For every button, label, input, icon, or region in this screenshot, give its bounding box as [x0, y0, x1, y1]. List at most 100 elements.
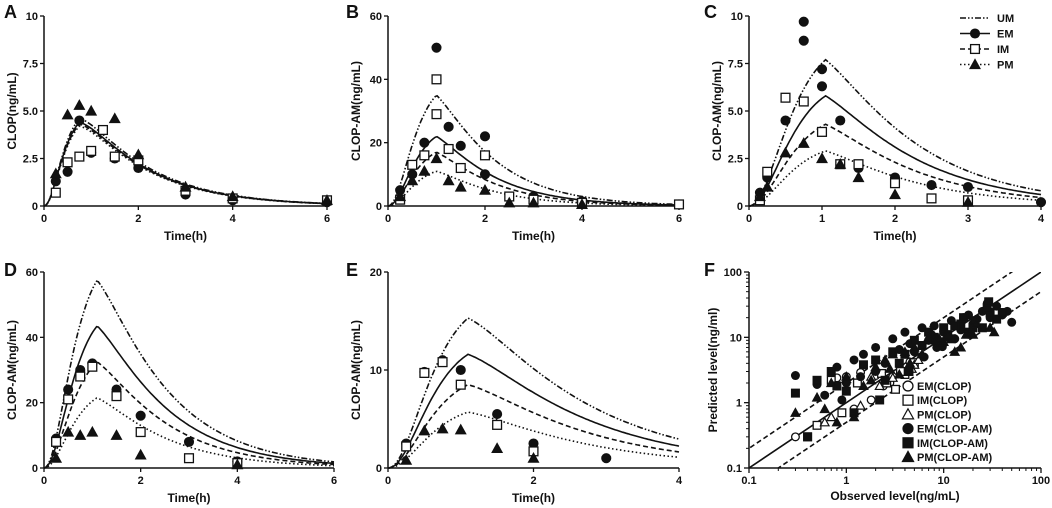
observed-point-im [109, 151, 120, 162]
curve-um [387, 317, 680, 469]
scatter-point [858, 360, 868, 370]
observed-point-em [798, 35, 809, 46]
observed-point-em [816, 64, 828, 75]
scatter-point [904, 357, 916, 368]
scatter-point [819, 416, 831, 427]
y-tick-label: 60 [370, 11, 382, 23]
observed-point-pm [85, 104, 98, 116]
x-axis-label: Time(h) [512, 229, 555, 243]
x-tick-label: 1 [843, 475, 849, 487]
legend-label: EM [997, 29, 1014, 41]
curve-pm [748, 150, 1042, 207]
x-tick-label: 4 [234, 475, 241, 487]
observed-point-em [419, 137, 430, 148]
scatter-point [855, 400, 866, 410]
scatter-point [866, 395, 876, 405]
legend-marker [902, 394, 914, 406]
curve-em [748, 94, 1042, 207]
observed-point-im [455, 379, 466, 390]
legend-label: PM(CLOP-AM) [917, 452, 992, 464]
curve-pm [387, 170, 679, 207]
y-tick-label: 2.5 [23, 154, 38, 166]
reference-line [776, 290, 1041, 468]
x-tick-label: 0 [385, 213, 391, 225]
observed-point-pm [454, 180, 467, 192]
legend-marker [969, 28, 981, 39]
legend-marker [969, 43, 981, 55]
scatter-point [831, 416, 843, 427]
scatter-point [811, 391, 823, 402]
observed-point-pm [779, 146, 792, 158]
observed-point-pm [73, 99, 86, 110]
observed-point-em [962, 181, 974, 193]
observed-point-pm [134, 448, 147, 460]
scatter-point [917, 340, 927, 350]
observed-point-im [853, 159, 864, 170]
observed-point-pm [49, 167, 62, 179]
scatter-point [904, 366, 914, 376]
observed-point-im [419, 150, 430, 161]
observed-point-pm [479, 183, 491, 195]
observed-point-pm [889, 188, 901, 200]
observed-point-im [86, 145, 97, 156]
scatter-point [858, 349, 868, 359]
observed-point-em [816, 81, 828, 92]
y-tick-label: 0 [376, 463, 382, 475]
scatter-point [888, 334, 898, 344]
scatter-point [803, 432, 813, 442]
scatter-point [880, 375, 890, 385]
scatter-point [988, 326, 1000, 337]
scatter-point [923, 331, 934, 342]
observed-point-im [401, 441, 412, 452]
scatter-point [790, 371, 800, 381]
x-tick-label: 0 [746, 213, 752, 225]
x-tick-label: 10 [938, 475, 950, 487]
x-tick-label: 2 [135, 213, 141, 225]
y-tick-label: 20 [370, 138, 382, 150]
scatter-point [1007, 317, 1017, 327]
observed-point-em [455, 364, 466, 376]
observed-point-im [673, 199, 685, 210]
y-axis-label: CLOP(ng/mL) [5, 72, 19, 149]
observed-point-pm [436, 422, 449, 434]
observed-point-em [926, 180, 937, 191]
curve-im [43, 361, 335, 469]
observed-point-pm [418, 424, 431, 436]
panel-e: E 0 2 4 0 10 20 Time(h) CLOP-AM(ng/mL) [346, 260, 683, 505]
observed-point-im [62, 157, 73, 168]
observed-point-im [75, 371, 86, 382]
observed-point-im [97, 124, 109, 136]
scatter-point [826, 366, 836, 376]
scatter-point [812, 420, 822, 430]
legend-label: PM(CLOP) [917, 409, 972, 421]
observed-point-em [74, 115, 85, 126]
x-axis-label: Observed level(ng/mL) [830, 489, 959, 503]
scatter-point [812, 375, 822, 385]
scatter-point [875, 395, 885, 405]
x-axis-label: Time(h) [164, 229, 207, 243]
x-tick-label: 100 [1032, 475, 1050, 487]
observed-point-im [780, 92, 791, 103]
observed-point-pm [406, 174, 419, 186]
legend-label: EM(CLOP-AM) [917, 424, 992, 436]
panel-f: F 0.10.1 1 1 10 10 100 100 Observed level(ng/mL)… [704, 260, 1050, 503]
observed-point-pm [962, 196, 974, 207]
observed-point-pm [816, 152, 828, 164]
x-axis-label: Time(h) [512, 491, 555, 505]
observed-point-pm [110, 429, 123, 440]
scatter-point [997, 307, 1007, 317]
legend-marker [902, 380, 914, 392]
observed-point-im [479, 150, 491, 161]
x-tick-label: 1 [819, 213, 825, 225]
observed-point-pm [231, 458, 244, 470]
legend-marker [901, 407, 915, 420]
scatter-point [992, 314, 1002, 324]
scatter-point [900, 327, 910, 337]
y-tick-label: 5.0 [23, 106, 38, 118]
panel-letter: B [346, 2, 359, 22]
observed-point-im [74, 151, 85, 162]
scatter-point [879, 354, 891, 365]
observed-point-im [183, 453, 195, 464]
